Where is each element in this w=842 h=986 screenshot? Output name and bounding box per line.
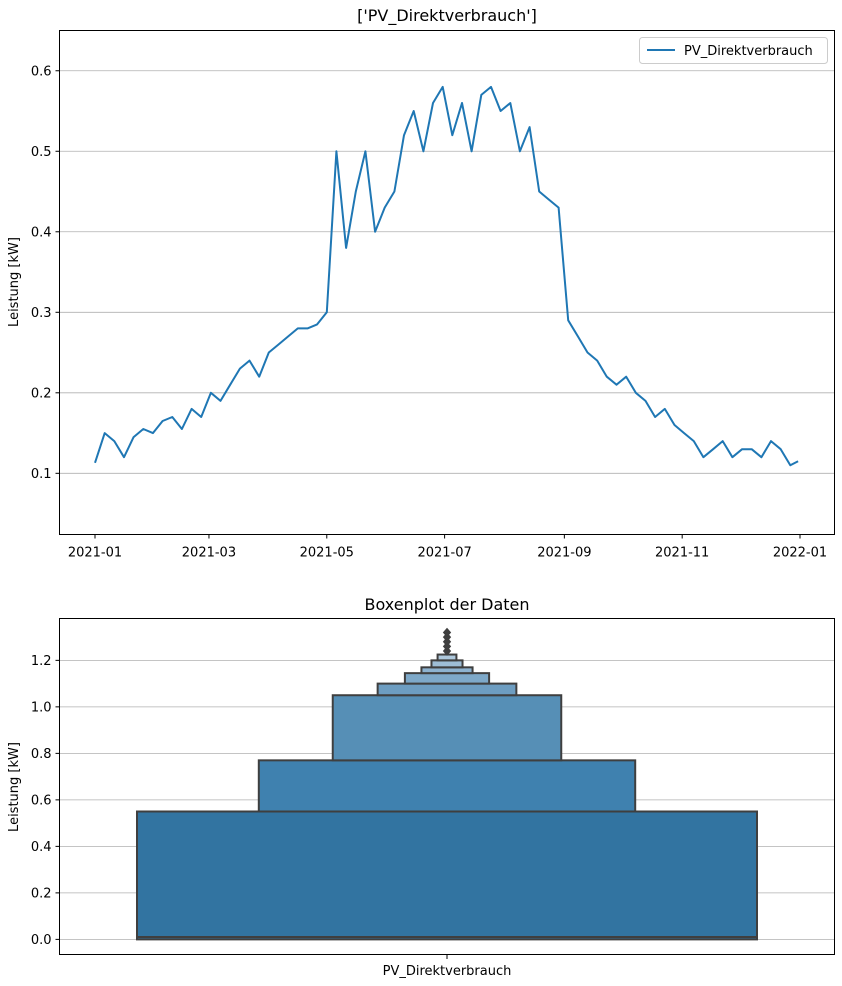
y-tick-label: 0.0 xyxy=(31,933,52,948)
boxen-chart-title: Boxenplot der Daten xyxy=(364,595,529,614)
boxen-chart: Boxenplot der Daten 0.0 0.2 0.4 0.6 0.8 1.0 1.… xyxy=(7,595,835,979)
x-tick-label: 2021-03 xyxy=(182,546,236,561)
y-tick-label: 0.6 xyxy=(31,793,52,808)
x-tick-label: 2021-09 xyxy=(537,546,591,561)
line-chart-grid xyxy=(59,70,835,474)
y-tick-label: 0.4 xyxy=(31,840,52,855)
line-chart: ['PV_Direktverbrauch'] 0.10.20.30.40.50.… xyxy=(7,6,835,561)
line-chart-x-ticks: 2021-01 2021-03 2021-05 2021-07 2021-09 2021-… xyxy=(68,534,827,561)
boxen-boxes xyxy=(136,653,758,941)
y-tick-label: 1.2 xyxy=(31,654,52,669)
line-chart-y-axis-label: Leistung [kW] xyxy=(7,237,22,327)
line-chart-title: ['PV_Direktverbrauch'] xyxy=(357,6,537,26)
y-tick-label: 0.2 xyxy=(31,886,52,901)
outlier-marker xyxy=(442,627,452,638)
boxen-outliers xyxy=(442,627,452,656)
boxen-chart-y-axis-label: Leistung [kW] xyxy=(7,742,22,832)
x-tick-label: 2022-01 xyxy=(773,546,827,561)
y-tick-label: 0.2 xyxy=(31,386,52,401)
series-line-pv-direktverbrauch xyxy=(94,85,799,467)
boxen-chart-y-ticks: 0.0 0.2 0.4 0.6 0.8 1.0 1.2 xyxy=(31,654,60,948)
boxen-box xyxy=(257,759,637,813)
boxen-box xyxy=(430,659,464,669)
legend: PV_Direktverbrauch xyxy=(639,37,828,64)
legend-box xyxy=(639,37,828,64)
legend-label: PV_Direktverbrauch xyxy=(684,44,813,59)
boxen-box xyxy=(403,672,491,685)
y-tick-label: 1.0 xyxy=(31,700,52,715)
y-tick-label: 0.4 xyxy=(31,225,52,240)
x-tick-label: 2021-07 xyxy=(417,546,471,561)
x-tick-label: PV_Direktverbrauch xyxy=(383,964,512,979)
y-tick-label: 0.5 xyxy=(31,145,52,160)
y-tick-label: 0.1 xyxy=(31,467,52,482)
y-tick-label: 0.8 xyxy=(31,747,52,762)
y-tick-label: 0.6 xyxy=(31,64,52,79)
y-tick-label: 0.3 xyxy=(31,306,52,321)
boxen-box xyxy=(136,810,758,941)
x-tick-label: 2021-01 xyxy=(68,546,122,561)
boxen-chart-frame xyxy=(59,618,835,955)
boxen-box xyxy=(376,682,518,697)
x-tick-label: 2021-11 xyxy=(655,546,709,561)
boxen-box xyxy=(331,694,563,762)
line-chart-y-ticks: 0.1 0.2 0.3 0.4 0.5 0.6 xyxy=(31,64,60,482)
line-chart-frame xyxy=(59,30,835,535)
x-tick-label: 2021-05 xyxy=(300,546,354,561)
